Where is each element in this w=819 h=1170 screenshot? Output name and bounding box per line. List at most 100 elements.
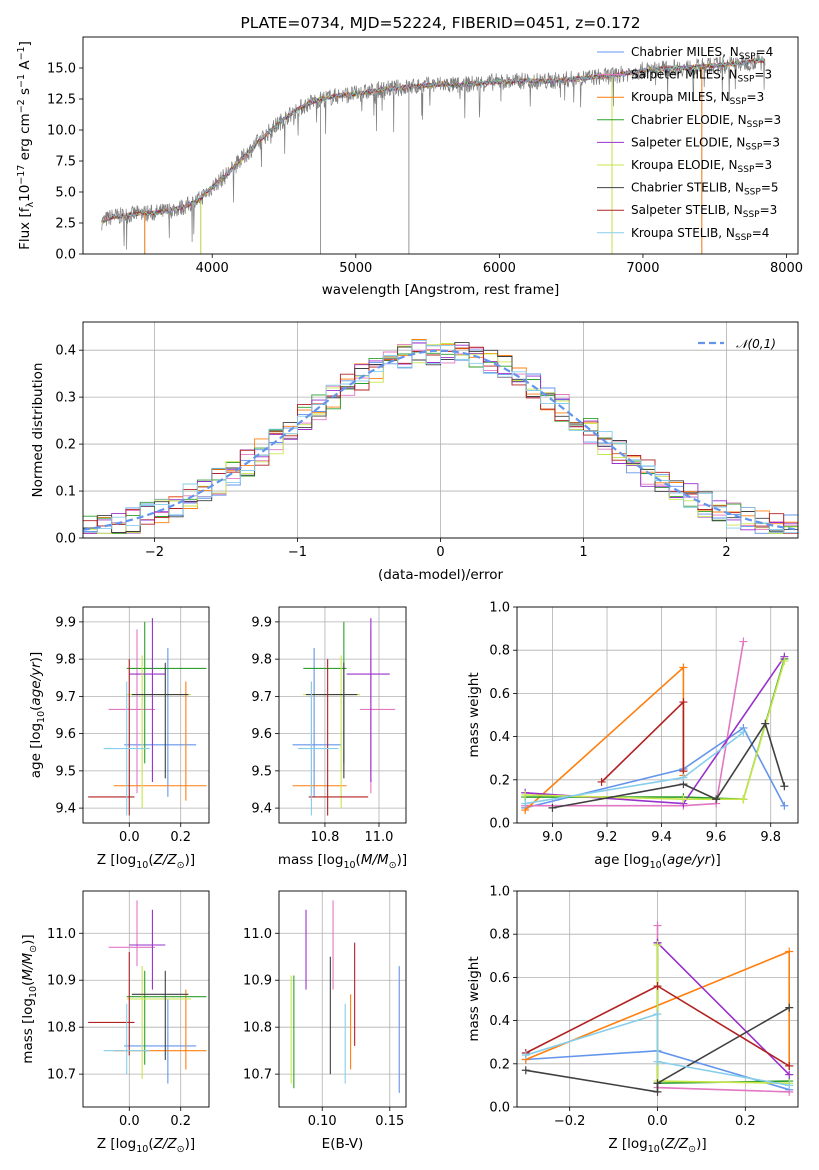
weight-line [525, 641, 745, 807]
y-tick-label: 0.8 [489, 928, 510, 943]
weight-point-marker [785, 1070, 794, 1079]
y-tick-label: 5.0 [55, 186, 76, 201]
label-part: )] [28, 652, 44, 663]
label-part: )] [185, 1136, 196, 1152]
label-part: ( [28, 706, 44, 711]
label-part: Z/Z [664, 1136, 689, 1152]
x-tick-label: 1 [579, 545, 587, 560]
label-part: Z/Z [153, 852, 178, 868]
legend-value: =3 [762, 135, 780, 149]
y-axis-label: mass weight [466, 672, 482, 757]
y-tick-label: 9.9 [251, 615, 272, 630]
label-part: ⊙ [177, 1144, 185, 1155]
y-tick-label: 0.2 [55, 438, 76, 453]
label-part: )] [710, 852, 721, 868]
weight-point-marker [679, 795, 688, 804]
y-label-part: λ [25, 202, 36, 208]
weight-point-marker [780, 782, 789, 791]
weight_vs_Z-axes: −0.2 0.0 0.2 0.0 0.2 0.4 0.6 0.8 1.0 [489, 885, 798, 1129]
y-tick-label: 9.7 [55, 690, 76, 705]
y-tick-label: 10.0 [47, 124, 76, 139]
weight-point-marker [679, 663, 688, 672]
legend-entry: Kroupa MILES, NSSP=3 [631, 90, 764, 107]
x-tick-label: 0.0 [647, 1114, 668, 1129]
x-axis-label: Z [log10(Z/Z⊙)] [97, 1136, 195, 1155]
x-tick-label: 7000 [626, 261, 659, 276]
axes-frame [82, 321, 799, 539]
y-tick-label: 0.1 [55, 485, 76, 500]
legend-subscript: SSP [738, 75, 755, 85]
legend-value: =3 [760, 203, 778, 217]
label-part: ( [662, 852, 667, 868]
residual-histogram [83, 340, 798, 534]
y-tick-label: 9.7 [251, 690, 272, 705]
weight-line [656, 945, 790, 1084]
x-tick-label: 11.0 [365, 830, 394, 845]
y-label-part: erg cm [17, 113, 33, 164]
legend-subscript: SSP [735, 233, 752, 243]
x-tick-label: 6000 [483, 261, 516, 276]
y-tick-label: 0.0 [489, 817, 510, 832]
weight-point-marker [780, 657, 789, 665]
y-tick-label: 12.5 [47, 93, 76, 108]
label-part: M/M [20, 952, 36, 980]
weight-point-marker [785, 947, 794, 956]
y-tick-label: 1.0 [489, 885, 510, 900]
legend-value: =3 [754, 68, 772, 82]
legend-entry: Chabrier MILES, NSSP=4 [631, 45, 773, 62]
y-tick-label: 9.8 [251, 653, 272, 668]
weight-point-marker [679, 698, 688, 707]
weight-point-marker [679, 773, 688, 782]
weight-point-marker [780, 801, 789, 810]
residuals-axes: −2 −1 0 1 2 0.0 0.1 0.2 0.3 0.4 [55, 322, 798, 560]
y-label-part: s [17, 88, 33, 99]
y-tick-label: 11.0 [47, 927, 76, 942]
y-tick-label: 9.6 [55, 727, 76, 742]
label-part: 10 [343, 860, 355, 871]
y-tick-label: 9.5 [55, 764, 76, 779]
y-label-part: ] [17, 41, 33, 46]
x-tick-label: −0.2 [554, 1114, 586, 1129]
weight-point-marker [548, 803, 557, 812]
label-part: 10 [28, 986, 39, 998]
age_vs_mass-plot [292, 618, 396, 816]
y-tick-label: 0.2 [489, 773, 510, 788]
y-tick-label: 0.4 [55, 344, 76, 359]
legend-entry: Salpeter ELODIE, NSSP=3 [631, 135, 780, 152]
weight-point-marker [785, 1061, 794, 1070]
y-tick-label: 7.5 [55, 155, 76, 170]
y-label-part: −17 [16, 165, 27, 185]
weight-line [525, 1013, 790, 1087]
label-part: ⊙ [177, 860, 185, 871]
observed-spectrum-line [101, 51, 766, 250]
y-tick-label: 9.9 [55, 615, 76, 630]
mass_vs_Z-plot [88, 900, 207, 1084]
y-tick-label: 9.4 [251, 802, 272, 817]
spectrum-axes: 4000 5000 6000 7000 8000 0.0 2.5 5.0 7.5 10.0 12.5… [47, 62, 803, 277]
label-part: )] [185, 852, 196, 868]
x-tick-label: 0.2 [170, 830, 191, 845]
label-part: 10 [136, 1144, 148, 1155]
mass_vs_ebv-axes: 0.10 0.15 10.7 10.8 10.9 11.0 [243, 891, 406, 1129]
y-tick-label: 9.8 [55, 653, 76, 668]
label-part: age/yr [667, 852, 712, 868]
x-tick-label: 9.2 [597, 830, 618, 845]
y-tick-label: 10.8 [243, 1021, 272, 1036]
y-axis-label: age [log10(age/yr)] [28, 652, 47, 778]
weight-point-marker [521, 1051, 530, 1060]
weight-point-marker [521, 799, 530, 808]
y-tick-label: 0.2 [489, 1057, 510, 1072]
label-part: mass [log [20, 998, 36, 1064]
label-part: Z [log [97, 1136, 136, 1152]
weight-point-marker [785, 1003, 794, 1012]
x-axis-label: Z [log10(Z/Z⊙)] [608, 1136, 706, 1155]
model-spectrum-line [101, 57, 766, 222]
x-tick-label: 0.15 [375, 1114, 404, 1129]
label-part: mass [log [278, 852, 344, 868]
age_vs_mass-axes: 10.8 11.0 9.4 9.5 9.6 9.7 9.8 9.9 [251, 607, 406, 845]
y-tick-label: 0.3 [55, 391, 76, 406]
x-axis-label: wavelength [Angstrom, rest frame] [322, 282, 560, 298]
mass_vs_ebv-plot [290, 900, 400, 1093]
y-label-part: Flux [f [17, 206, 33, 250]
